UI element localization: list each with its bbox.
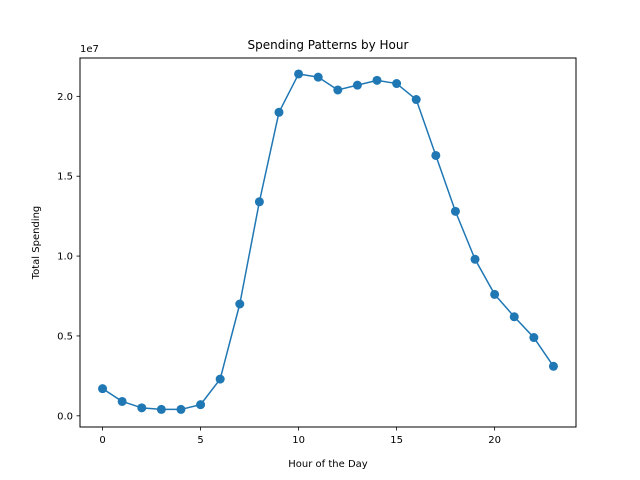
data-point <box>137 403 147 413</box>
y-tick-label: 1.0 <box>57 252 73 263</box>
y-tick-label: 2.0 <box>57 92 73 103</box>
y-tick-label: 0.0 <box>57 411 73 422</box>
data-point <box>548 361 558 371</box>
data-point <box>529 333 539 343</box>
data-point <box>313 72 323 82</box>
data-point <box>470 254 480 264</box>
data-point <box>509 312 519 322</box>
data-point <box>196 400 206 410</box>
data-point <box>431 150 441 160</box>
data-point <box>392 79 402 89</box>
series-group <box>98 69 558 414</box>
chart-title: Spending Patterns by Hour <box>248 38 409 52</box>
x-tick-label: 15 <box>390 435 403 446</box>
data-point <box>235 299 245 309</box>
data-point <box>411 95 421 105</box>
y-axis-ticks: 0.0 0.5 1.0 1.5 2.0 <box>57 92 80 422</box>
data-point <box>215 374 225 384</box>
data-point <box>490 289 500 299</box>
x-tick-label: 20 <box>488 435 501 446</box>
data-point <box>254 197 264 207</box>
y-axis-label: Total Spending <box>31 206 42 281</box>
plot-area: 0 5 10 15 20 0.0 0.5 1.0 1.5 2.0 <box>57 57 577 446</box>
data-point <box>117 396 127 406</box>
series-line <box>102 73 555 411</box>
data-point <box>372 75 382 85</box>
data-point <box>274 107 284 117</box>
y-offset-label: 1e7 <box>80 44 99 55</box>
data-point <box>294 69 304 79</box>
data-point <box>176 404 186 414</box>
x-axis-ticks: 0 5 10 15 20 <box>99 427 501 446</box>
y-tick-label: 1.5 <box>57 172 73 183</box>
x-tick-label: 5 <box>197 435 203 446</box>
data-point <box>450 206 460 216</box>
x-tick-label: 10 <box>292 435 305 446</box>
data-point <box>333 85 343 95</box>
x-tick-label: 0 <box>99 435 105 446</box>
data-point <box>98 384 108 394</box>
y-tick-label: 0.5 <box>57 331 73 342</box>
data-point <box>156 404 166 414</box>
x-axis-label: Hour of the Day <box>288 459 368 470</box>
axes-frame <box>79 57 577 428</box>
data-point <box>352 80 362 90</box>
